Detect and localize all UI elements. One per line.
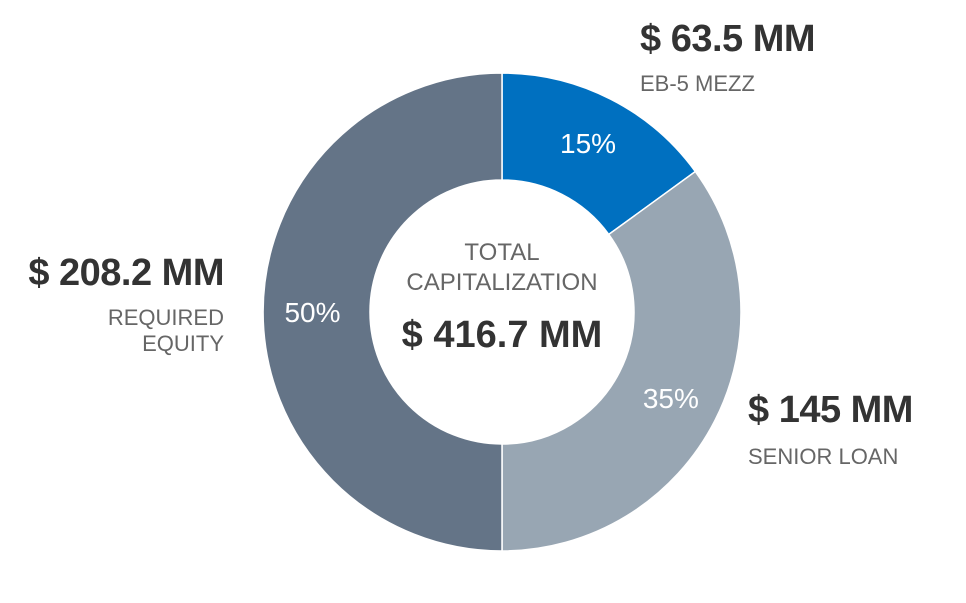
amount-senior-loan: $ 145 MM xyxy=(748,389,913,431)
label-required-equity-line2: EQUITY xyxy=(142,330,224,356)
percent-label-equity: 50% xyxy=(284,297,340,328)
label-required-equity: REQUIRED EQUITY xyxy=(28,305,224,357)
callout-required-equity: $ 208.2 MM REQUIRED EQUITY xyxy=(28,252,224,357)
label-senior-loan: SENIOR LOAN xyxy=(748,444,899,469)
amount-eb5-mezz: $ 63.5 MM xyxy=(640,18,816,60)
center-title-line1: TOTAL xyxy=(464,239,540,266)
slice-mezz xyxy=(501,72,697,236)
slice-equity xyxy=(262,72,503,552)
percent-label-senior: 35% xyxy=(643,383,699,414)
center-total: $ 416.7 MM xyxy=(401,314,603,356)
label-eb5-mezz: EB-5 MEZZ xyxy=(640,71,755,96)
center-title-line2: CAPITALIZATION xyxy=(406,269,598,296)
percent-label-mezz: 15% xyxy=(560,128,616,159)
center-title: TOTAL CAPITALIZATION xyxy=(380,238,624,298)
callout-senior-loan: $ 145 MM SENIOR LOAN xyxy=(748,389,913,470)
slice-senior xyxy=(501,170,742,552)
callout-eb5-mezz: $ 63.5 MM EB-5 MEZZ xyxy=(640,18,816,97)
label-required-equity-line1: REQUIRED xyxy=(107,305,224,330)
amount-required-equity: $ 208.2 MM xyxy=(28,252,224,294)
